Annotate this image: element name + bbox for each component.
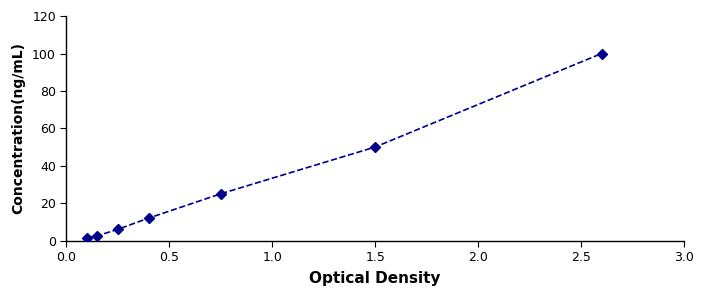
Y-axis label: Concentration(ng/mL): Concentration(ng/mL)	[11, 42, 25, 214]
X-axis label: Optical Density: Optical Density	[309, 271, 441, 286]
